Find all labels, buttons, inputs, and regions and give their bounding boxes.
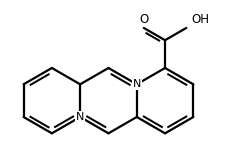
Text: N: N	[132, 79, 140, 89]
Text: N: N	[76, 112, 84, 122]
Text: OH: OH	[190, 13, 208, 26]
Text: O: O	[139, 13, 148, 26]
